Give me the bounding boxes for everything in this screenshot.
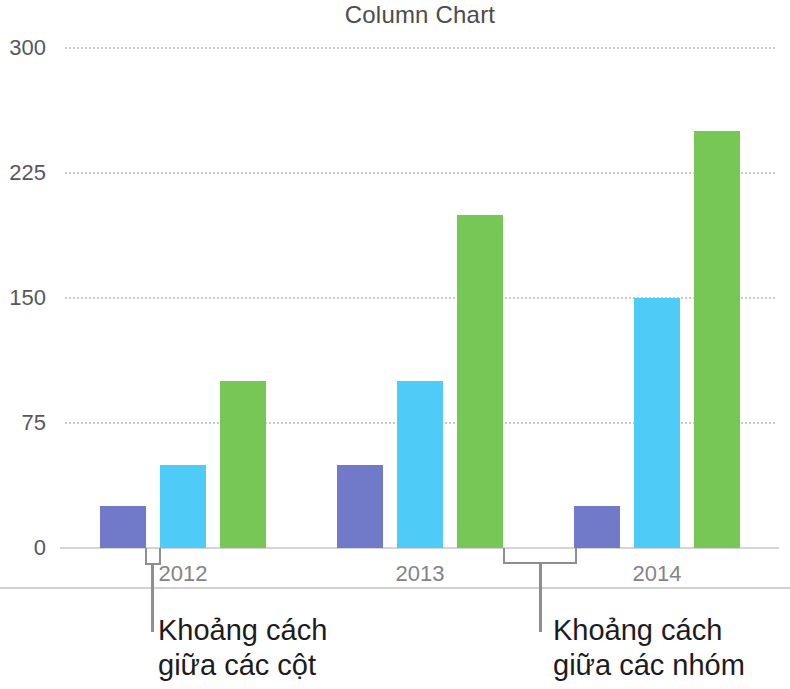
x-category-label-2012: 2012 [123, 561, 243, 587]
y-tick-label-300: 300 [0, 36, 46, 60]
column-gap-callout-line [151, 564, 154, 632]
bar-2013-series-green [457, 215, 503, 548]
y-tick-label-225: 225 [0, 161, 46, 185]
column-chart-figure: Column Chart 300 225 150 75 0 2012 2013 2014 Kh… [0, 0, 790, 689]
bar-2014-series-green [694, 131, 740, 548]
gridline-225 [65, 172, 775, 174]
group-gap-label-line-2: giữa các nhóm [553, 649, 745, 681]
bar-2012-series-blue [160, 465, 206, 548]
x-category-label-2014: 2014 [597, 561, 717, 587]
gridline-300 [65, 47, 775, 49]
y-tick-label-0: 0 [0, 536, 46, 560]
bar-2012-series-green [220, 381, 266, 548]
column-gap-bracket [145, 548, 161, 565]
bar-2014-series-blue [634, 298, 680, 548]
chart-title: Column Chart [65, 0, 775, 30]
column-gap-label-line-2: giữa các cột [158, 649, 316, 681]
column-gap-label-line-1: Khoảng cách [158, 614, 327, 646]
bar-2013-series-blue [397, 381, 443, 548]
group-gap-label: Khoảng cách giữa các nhóm [553, 613, 745, 683]
bar-2014-series-purple [574, 506, 620, 548]
group-gap-callout-line [539, 563, 542, 632]
bar-2012-series-purple [100, 506, 146, 548]
column-gap-label: Khoảng cách giữa các cột [158, 613, 327, 683]
bar-2013-series-purple [337, 465, 383, 548]
figure-separator-line [0, 587, 790, 589]
group-gap-label-line-1: Khoảng cách [553, 614, 722, 646]
y-tick-label-150: 150 [0, 286, 46, 310]
group-gap-bracket [503, 548, 577, 564]
x-category-label-2013: 2013 [360, 561, 480, 587]
y-tick-label-75: 75 [0, 411, 46, 435]
